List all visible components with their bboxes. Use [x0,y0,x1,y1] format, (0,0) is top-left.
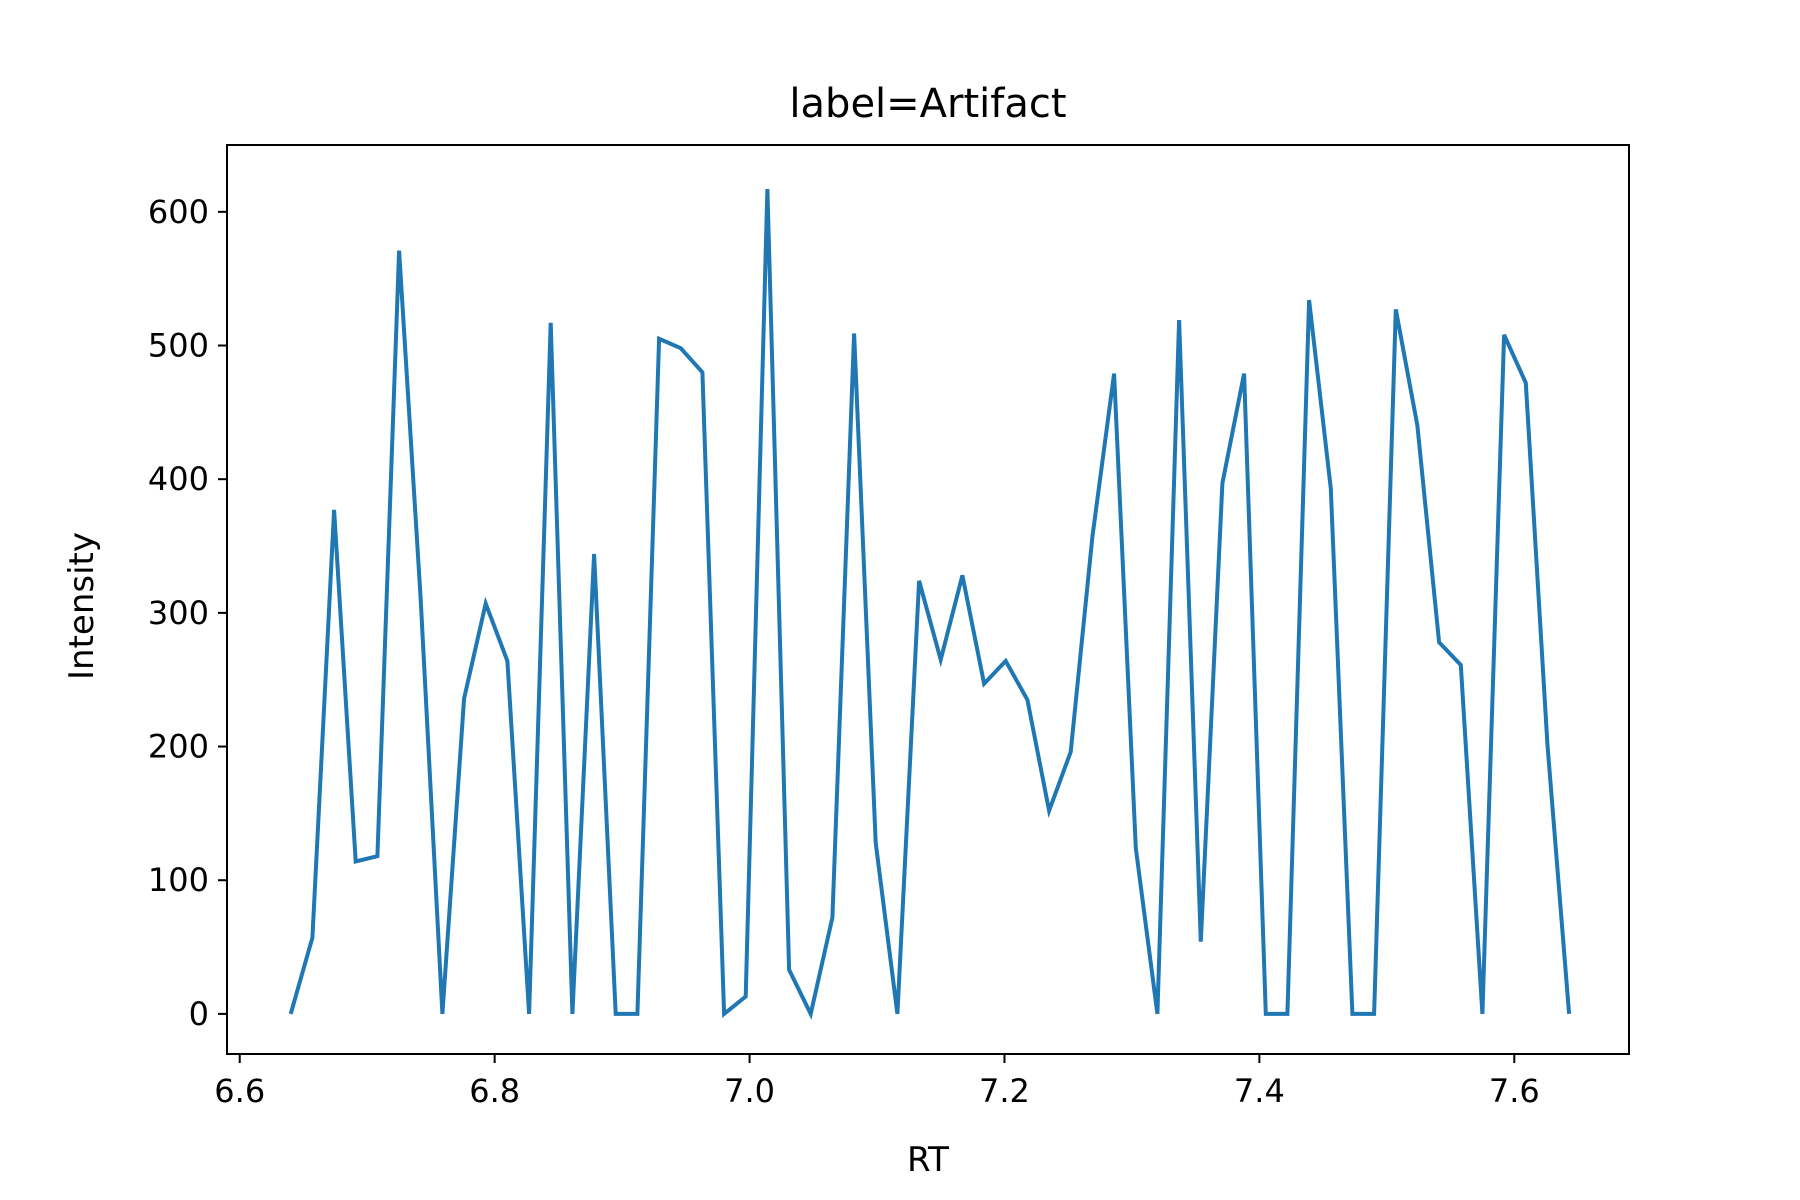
x-tick-label: 7.6 [1489,1072,1540,1110]
y-tick-label: 200 [148,728,209,766]
y-tick-label: 300 [148,594,209,632]
x-tick-label: 7.4 [1234,1072,1285,1110]
y-axis-ticks: 0 100 200 300 400 500 600 [148,193,227,1033]
y-tick-label: 400 [148,460,209,498]
x-axis-ticks: 6.6 6.8 7.0 7.2 7.4 7.6 [214,1054,1540,1110]
y-axis-label: Intensity [62,532,102,680]
plot-area [288,189,1572,1020]
y-tick-label: 500 [148,327,209,365]
chart-title: label=Artifact [789,81,1066,127]
x-tick-label: 6.8 [469,1072,520,1110]
series-line [288,189,1572,1020]
y-tick-label: 0 [189,995,209,1033]
y-tick-label: 600 [148,193,209,231]
x-tick-label: 7.2 [979,1072,1030,1110]
x-axis-label: RT [907,1140,949,1180]
y-tick-label: 100 [148,861,209,899]
x-tick-label: 6.6 [214,1072,265,1110]
x-tick-label: 7.0 [724,1072,775,1110]
plot-frame [226,144,1630,1055]
